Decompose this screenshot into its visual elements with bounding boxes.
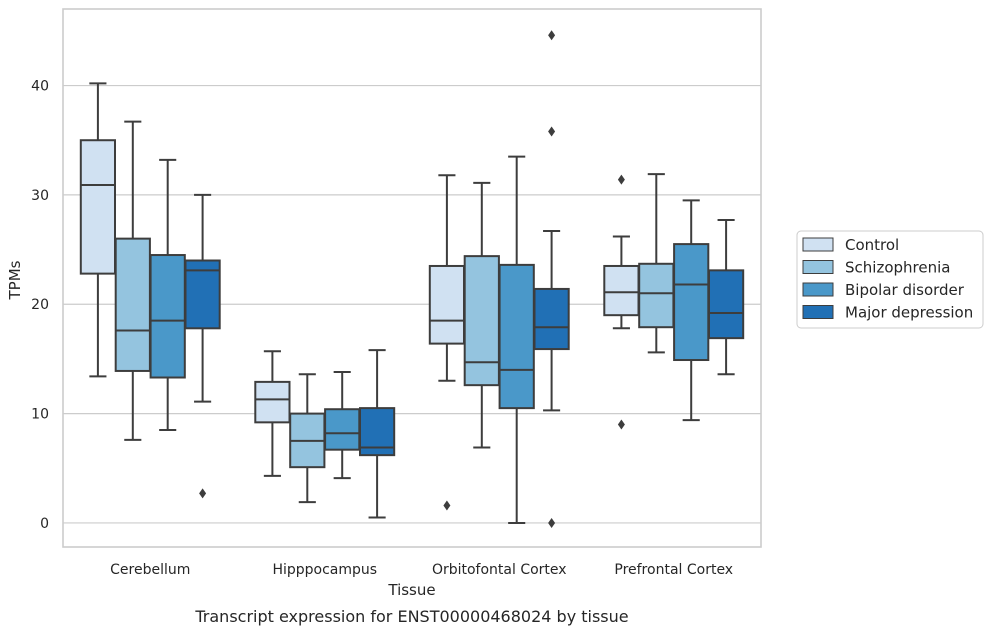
y-tick-label: 20 (31, 297, 49, 313)
box-control (79, 82, 117, 378)
box-major-depression (533, 30, 570, 528)
box-iqr (254, 380, 291, 424)
legend-label: Control (845, 236, 899, 254)
outlier-point (548, 126, 556, 137)
chart-title: Transcript expression for ENST0000046802… (194, 607, 628, 626)
x-tick-labels: Cerebellum Hipppocampus Orbitofontal Corte… (110, 562, 733, 578)
box-iqr (707, 269, 745, 340)
box-schizophrenia (114, 120, 151, 441)
box-bipolar-disorder (673, 199, 710, 422)
outlier-point (199, 488, 207, 499)
box-iqr (184, 259, 221, 330)
outlier-point (443, 500, 451, 511)
box-iqr (463, 255, 500, 387)
x-tick-label: Hipppocampus (272, 562, 377, 578)
legend-swatch (802, 305, 834, 319)
box-schizophrenia (289, 373, 326, 504)
legend-swatch (802, 260, 834, 274)
box-major-depression (184, 193, 221, 499)
box-iqr (638, 262, 675, 329)
outlier-point (617, 419, 625, 430)
legend-label: Schizophrenia (845, 259, 950, 277)
box-major-depression (707, 219, 745, 376)
box-schizophrenia (463, 181, 500, 449)
outlier-point (617, 174, 625, 185)
box-iqr (673, 243, 710, 362)
box-iqr (114, 237, 151, 372)
legend-swatch (802, 282, 834, 297)
boxes (79, 30, 745, 528)
box-control (254, 350, 291, 477)
box-schizophrenia (638, 173, 675, 354)
legend: Control Schizophrenia Bipolar disorder Majo… (796, 230, 984, 329)
box-iqr (149, 254, 186, 379)
x-tick-label: Orbitofontal Cortex (432, 562, 567, 578)
y-tick-label: 30 (31, 188, 49, 204)
box-iqr (428, 264, 466, 345)
x-tick-label: Prefrontal Cortex (614, 562, 733, 578)
box-iqr (533, 287, 570, 351)
x-tick-label: Cerebellum (110, 562, 190, 578)
box-control (428, 174, 466, 511)
outlier-point (548, 30, 556, 41)
y-axis-title: TPMs (6, 260, 24, 300)
legend-swatch (802, 237, 834, 252)
box-bipolar-disorder (498, 155, 535, 524)
outlier-point (548, 517, 556, 528)
box-iqr (324, 408, 361, 451)
y-tick-labels: 0 10 20 30 40 (31, 79, 49, 532)
legend-label: Bipolar disorder (845, 281, 965, 299)
box-control (603, 174, 640, 430)
y-tick-label: 40 (31, 79, 49, 95)
box-iqr (498, 263, 535, 410)
box-major-depression (358, 349, 396, 519)
y-tick-label: 0 (40, 516, 49, 532)
legend-frame (796, 230, 984, 329)
y-tick-label: 10 (31, 407, 49, 423)
box-iqr (79, 139, 117, 275)
x-axis-title: Tissue (387, 581, 435, 599)
legend-label: Major depression (845, 304, 973, 322)
box-iqr (603, 264, 640, 317)
plot-frame (62, 8, 762, 548)
box-bipolar-disorder (324, 371, 361, 480)
box-bipolar-disorder (149, 158, 186, 431)
